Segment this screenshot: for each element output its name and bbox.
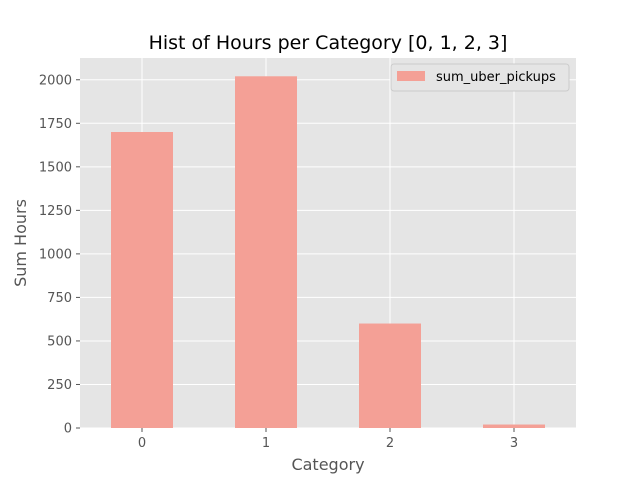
y-tick-label: 750 (47, 291, 72, 306)
bar-category-1 (235, 76, 297, 429)
legend: sum_uber_pickups (390, 63, 570, 92)
y-tick-label: 1500 (39, 160, 72, 175)
y-tick-label: 500 (47, 334, 72, 349)
legend-box (390, 63, 570, 92)
legend-swatch (397, 71, 425, 81)
y-tick-label: 1250 (39, 204, 72, 219)
x-tick-label: 1 (262, 436, 270, 451)
x-tick-labels: 0 1 2 3 (138, 428, 518, 451)
y-tick-labels: 0 250 500 750 1000 1250 1500 1750 2000 (39, 73, 80, 437)
bar-category-2 (359, 323, 421, 428)
y-tick-label: 2000 (39, 73, 72, 88)
y-tick-label: 0 (64, 422, 72, 437)
bar-category-3 (483, 424, 545, 428)
x-axis-label: Category (291, 455, 364, 474)
y-tick-label: 1000 (39, 247, 72, 262)
x-tick-label: 0 (138, 436, 146, 451)
y-tick-label: 250 (47, 378, 72, 393)
y-axis-label: Sum Hours (11, 199, 30, 287)
bars (111, 76, 545, 429)
bar-category-0 (111, 132, 173, 428)
y-tick-label: 1750 (39, 117, 72, 132)
x-tick-label: 2 (386, 436, 394, 451)
legend-label: sum_uber_pickups (436, 70, 556, 85)
x-tick-label: 3 (510, 436, 518, 451)
chart-title: Hist of Hours per Category [0, 1, 2, 3] (149, 32, 508, 54)
